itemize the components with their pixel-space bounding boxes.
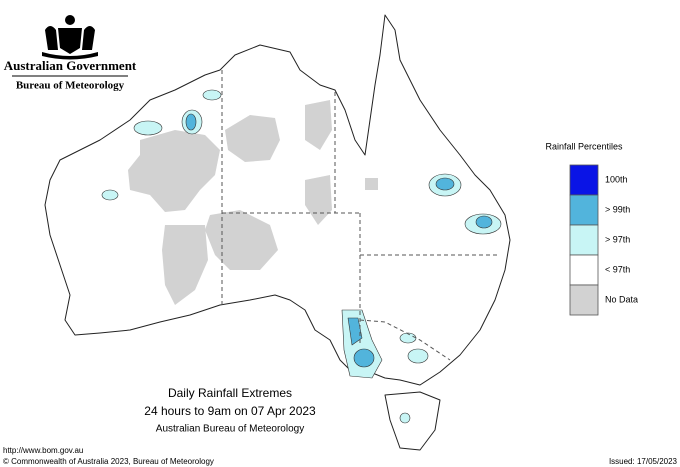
coat-of-arms — [42, 15, 98, 60]
caption-source: Australian Bureau of Meteorology — [156, 424, 304, 435]
government-name: Australian Government — [4, 58, 137, 73]
mainland — [44, 14, 511, 386]
legend-swatch — [569, 284, 599, 316]
legend-label: 100th — [605, 174, 628, 184]
agency-name: Bureau of Meteorology — [16, 80, 125, 92]
legend-swatch — [569, 254, 599, 286]
legend-swatch — [569, 224, 599, 256]
legend-swatch — [569, 164, 599, 196]
map — [44, 14, 511, 451]
footer-issued: Issued: 17/05/2023 — [609, 457, 678, 466]
caption-period: 24 hours to 9am on 07 Apr 2023 — [144, 404, 316, 418]
legend-swatch — [569, 194, 599, 226]
legend: Rainfall Percentiles 100th > 99th > 97th < … — [545, 141, 638, 316]
footer-url: http://www.bom.gov.au — [3, 446, 83, 455]
legend-title: Rainfall Percentiles — [545, 141, 623, 151]
footer-copyright: © Commonwealth of Australia 2023, Bureau… — [3, 457, 214, 466]
tasmania — [384, 391, 441, 451]
legend-label: No Data — [605, 294, 638, 304]
caption-title: Daily Rainfall Extremes — [168, 386, 292, 400]
percentile-areas — [101, 89, 502, 424]
no-data-areas — [128, 100, 378, 305]
state-borders — [221, 70, 500, 361]
legend-label: < 97th — [605, 264, 630, 274]
legend-label: > 99th — [605, 204, 630, 214]
legend-label: > 97th — [605, 234, 630, 244]
